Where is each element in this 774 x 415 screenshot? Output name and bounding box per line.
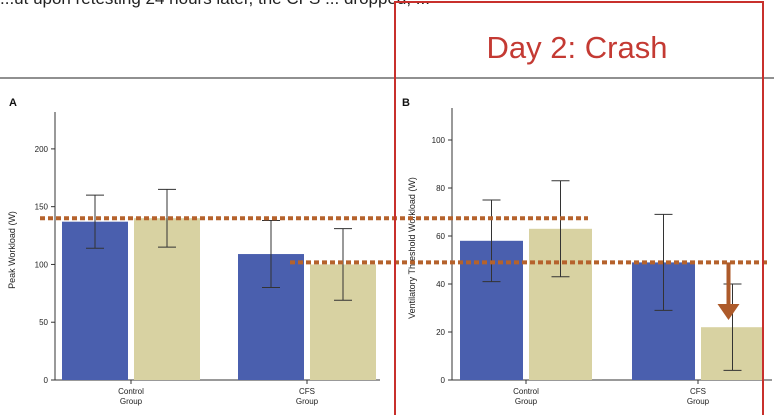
day2-highlight-frame [394,1,764,415]
y-tick-label-a-0: 0 [44,376,49,385]
category-label-a-cfs-line1: CFS [299,387,315,396]
y-tick-label-b-0: 0 [441,376,446,385]
top-caption-text: ...ut upon retesting 24 hours later, the… [0,0,430,9]
category-label-a-cfs-line2: Group [296,397,319,406]
category-label-a-control-line1: Control [118,387,144,396]
y-tick-label-b-40: 40 [436,280,445,289]
day2-crash-title: Day 2: Crash [486,30,668,65]
panel-label-b: B [402,97,410,109]
y-axis-title-b: Ventilatory Threshold Workload (W) [407,177,417,319]
y-tick-label-b-80: 80 [436,184,445,193]
y-tick-label-b-20: 20 [436,328,445,337]
y-tick-label-a-100: 100 [35,260,49,269]
category-label-b-control-line2: Group [515,397,538,406]
category-label-b-cfs-line1: CFS [690,387,706,396]
category-label-b-control-line1: Control [513,387,539,396]
y-tick-label-b-100: 100 [432,136,446,145]
y-tick-label-a-150: 150 [35,203,49,212]
drop-arrow-head [717,304,740,320]
y-tick-label-a-200: 200 [35,145,49,154]
category-label-b-cfs-line2: Group [687,397,710,406]
y-tick-label-b-60: 60 [436,232,445,241]
y-tick-label-a-50: 50 [39,318,48,327]
y-axis-title-a: Peak Workload (W) [7,211,17,289]
panel-label-a: A [9,97,17,109]
category-label-a-control-line2: Group [120,397,143,406]
